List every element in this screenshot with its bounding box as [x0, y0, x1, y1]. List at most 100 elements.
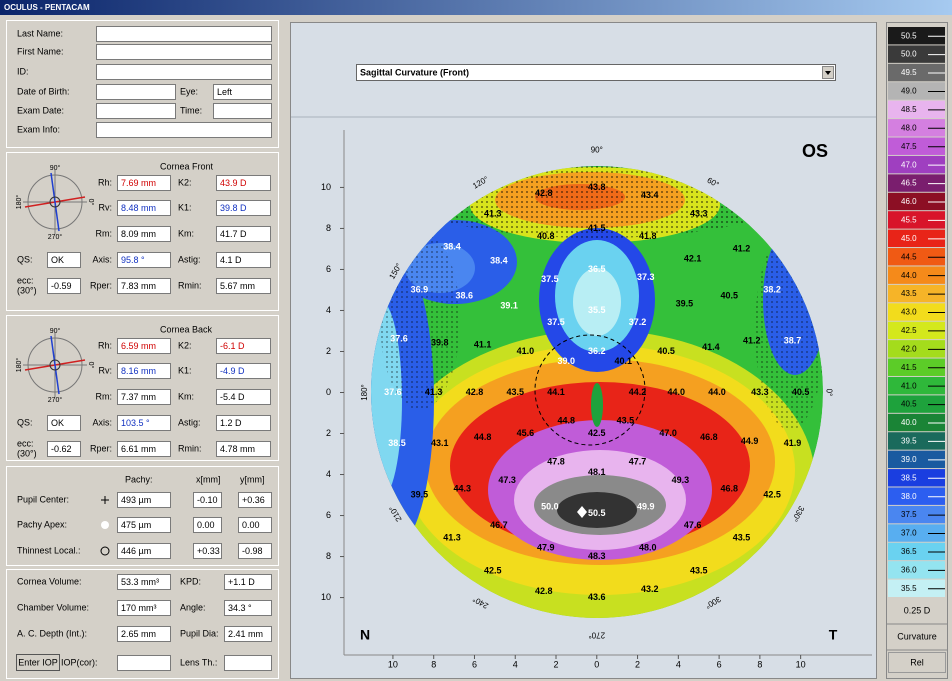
map-value: 44.3: [453, 483, 471, 493]
map-value: 37.5: [541, 274, 559, 284]
map-value: 42.1: [684, 254, 702, 264]
map-value: 44.8: [557, 416, 575, 426]
map-value: 48.0: [639, 543, 657, 553]
input-box: [117, 252, 171, 268]
scale-label: 46.5: [901, 179, 917, 188]
map-value: 46.8: [700, 432, 718, 442]
scale-swatch: [888, 63, 945, 82]
map-value: 43.4: [641, 190, 659, 200]
field-value: 170 mm³: [121, 603, 157, 613]
map-value: 42.5: [484, 565, 502, 575]
map-value: 40.5: [721, 290, 739, 300]
field-value: 0.00: [197, 520, 215, 530]
input-box: [47, 441, 81, 457]
time-label: Time:: [180, 105, 202, 115]
x-tick-label: 4: [676, 659, 681, 669]
input-box: [117, 226, 171, 242]
map-value: 46.7: [490, 520, 508, 530]
field-value: 2.65 mm: [121, 629, 156, 639]
back-panel: [6, 315, 279, 461]
input-box: [216, 175, 271, 191]
input-box: [224, 574, 272, 590]
scale-swatch: [888, 82, 945, 100]
rel-button[interactable]: [888, 652, 946, 673]
scale-label: 44.0: [901, 271, 917, 280]
scale-label: 42.0: [901, 344, 917, 353]
map-value: 42.8: [535, 586, 553, 596]
field-value: 103.5 °: [121, 418, 150, 428]
field-value: 1.2 D: [220, 418, 242, 428]
y-tick-label: 4: [326, 469, 331, 479]
map-value: 44.0: [708, 387, 726, 397]
map-value: 48.3: [588, 551, 606, 561]
input-box: [193, 492, 222, 508]
symbol-plus: [101, 496, 109, 504]
field-label: Rm:: [96, 228, 113, 238]
map-value: 41.9: [784, 438, 802, 448]
patient-label: Last Name:: [17, 28, 63, 38]
input-box: [238, 543, 272, 559]
field-value: 446 µm: [121, 546, 151, 556]
scale-label: 45.5: [901, 216, 917, 225]
compass-label: 0°: [87, 199, 95, 206]
patient-label: Exam Info:: [17, 124, 60, 134]
map-value: 37.2: [629, 317, 647, 327]
x-tick-label: 6: [472, 659, 477, 669]
scale-label: 36.5: [901, 547, 917, 556]
map-value: 49.9: [637, 502, 655, 512]
scale-swatch: [888, 174, 945, 192]
map-value: 41.8: [639, 231, 657, 241]
input-box: [117, 200, 171, 216]
map-value: 39.0: [557, 356, 575, 366]
scale-label: 49.5: [901, 68, 917, 77]
scale-swatch: [888, 487, 945, 505]
enter-iop-button[interactable]: [16, 654, 60, 671]
eye-indicator: OS: [802, 141, 828, 161]
scale-swatch: [888, 119, 945, 137]
field-value: 6.61 mm: [121, 444, 156, 454]
scale-swatch: [888, 432, 945, 450]
y-tick-label: 2: [326, 428, 331, 438]
map-value: 37.6: [390, 334, 408, 344]
field-label: Axis:: [92, 417, 112, 427]
scale-label: 40.0: [901, 418, 917, 427]
field-value: 8.48 mm: [121, 203, 156, 213]
scale-swatch: [888, 395, 945, 413]
scale-label: 38.5: [901, 473, 917, 482]
scale-swatch: [888, 524, 945, 542]
scale-label: 41.0: [901, 381, 917, 390]
dropdown[interactable]: [356, 64, 836, 81]
map-value: 50.5: [588, 508, 606, 518]
eye-value: Left: [217, 87, 233, 97]
map-value: 43.2: [641, 584, 659, 594]
map-value: 44.2: [629, 387, 647, 397]
scale-label: 47.5: [901, 142, 917, 151]
field-label: Astig:: [178, 254, 201, 264]
compass-label: 180°: [15, 195, 23, 210]
input-box: [216, 226, 271, 242]
section-title: Cornea Front: [160, 161, 214, 171]
map-value: 36.5: [588, 264, 606, 274]
input-box: [117, 655, 171, 671]
map-value: 41.3: [484, 208, 502, 218]
topography-map: [371, 166, 823, 618]
field-value: 4.78 mm: [220, 444, 255, 454]
field-value: +1.1 D: [228, 577, 255, 587]
section-title: Cornea Back: [160, 324, 213, 334]
input-box: [193, 543, 222, 559]
field-value: 8.09 mm: [121, 229, 156, 239]
y-tick-label: 2: [326, 346, 331, 356]
patient-label: ID:: [17, 66, 29, 76]
x-tick-label: 0: [594, 659, 599, 669]
input-box: [224, 600, 272, 616]
map-value: 41.1: [474, 340, 492, 350]
field-label: Rh:: [98, 177, 112, 187]
field-value: 6.59 mm: [121, 341, 156, 351]
compass-label: 90°: [50, 164, 61, 172]
scale-label: 39.5: [901, 437, 917, 446]
field-label: Astig:: [178, 417, 201, 427]
scale-swatch: [888, 321, 945, 340]
scale-label: 35.5: [901, 584, 917, 593]
map-value: 44.8: [474, 432, 492, 442]
